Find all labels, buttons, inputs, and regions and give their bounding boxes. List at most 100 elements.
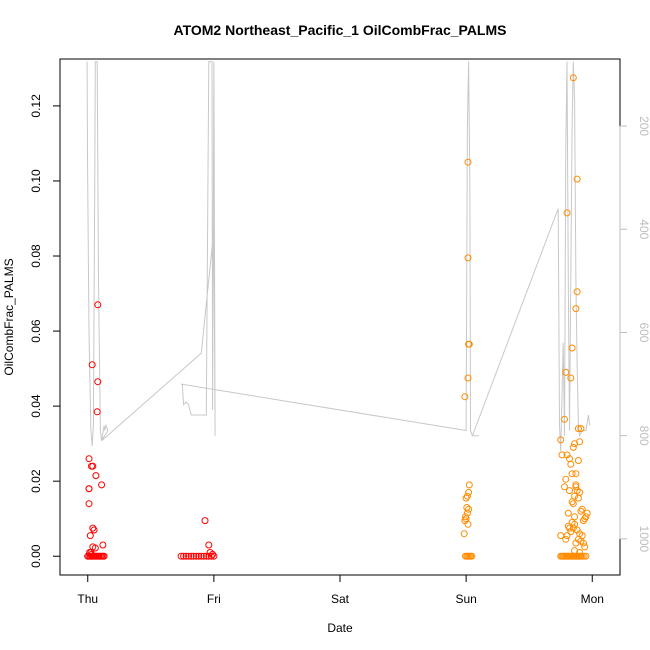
data-point — [90, 526, 98, 534]
right-y-tick-label: 200 — [637, 116, 650, 136]
data-point — [569, 500, 577, 508]
x-axis-label: Date — [327, 621, 353, 635]
data-point — [190, 552, 198, 560]
data-point — [465, 340, 473, 348]
data-point — [574, 457, 582, 464]
data-point — [192, 552, 200, 560]
x-axis: Thu Fri Sat Sun Mon — [77, 575, 604, 606]
data-point — [581, 515, 589, 523]
data-point — [568, 344, 576, 352]
data-point — [85, 455, 93, 463]
x-tick-label: Fri — [207, 592, 221, 606]
data-point — [463, 509, 471, 517]
data-point — [99, 541, 107, 549]
data-point — [576, 438, 584, 446]
right-y-tick-label: 800 — [637, 426, 650, 446]
data-point — [582, 513, 590, 521]
x-tick-label: Mon — [581, 592, 604, 606]
data-point — [563, 532, 571, 540]
data-points — [84, 74, 591, 560]
y-axis-label: OilCombFrac_PALMS — [2, 258, 16, 375]
data-point — [568, 470, 576, 478]
data-point — [563, 209, 571, 217]
data-point — [572, 481, 580, 489]
data-point — [562, 535, 570, 543]
data-point — [567, 374, 575, 382]
right-y-tick-label: 1000 — [637, 526, 650, 553]
data-point — [561, 415, 568, 423]
data-point — [572, 305, 580, 313]
data-point — [572, 483, 580, 491]
data-point — [573, 288, 581, 296]
data-point — [195, 552, 203, 560]
data-point — [564, 509, 572, 517]
data-point — [464, 374, 472, 382]
data-point — [583, 509, 591, 517]
data-point — [94, 301, 102, 309]
data-point — [568, 498, 576, 506]
data-point — [574, 494, 582, 502]
data-point — [202, 552, 210, 560]
x-tick-label: Sat — [331, 592, 350, 606]
data-point — [574, 425, 582, 433]
data-point — [577, 425, 585, 433]
data-point — [460, 530, 468, 538]
data-point — [557, 436, 565, 444]
y-tick-label: 0.04 — [29, 394, 43, 418]
data-point — [85, 485, 93, 493]
data-point — [187, 552, 195, 560]
data-point — [464, 158, 472, 166]
data-point — [180, 552, 188, 560]
data-point — [94, 378, 102, 386]
data-point — [98, 481, 106, 489]
data-point — [200, 552, 208, 560]
y-tick-label: 0.06 — [29, 319, 43, 343]
data-point — [185, 552, 193, 560]
data-point — [89, 524, 97, 532]
data-point — [579, 539, 587, 547]
data-point — [210, 552, 218, 560]
right-y-axis: 200 400 600 800 1000 — [619, 116, 650, 553]
data-point — [576, 549, 584, 556]
data-point — [197, 552, 205, 560]
data-point — [87, 549, 95, 556]
data-point — [577, 507, 585, 515]
data-point — [558, 451, 566, 459]
data-point — [182, 552, 190, 560]
data-point — [571, 520, 579, 528]
data-point — [465, 488, 473, 496]
data-point — [209, 550, 217, 558]
data-point — [465, 505, 473, 513]
data-point — [562, 368, 570, 376]
data-point — [582, 552, 590, 560]
depth-trace-line — [86, 61, 591, 452]
data-point — [578, 505, 586, 513]
data-point — [561, 483, 568, 491]
y-tick-label: 0.00 — [29, 544, 43, 568]
data-point — [566, 487, 573, 495]
data-point — [569, 443, 577, 451]
data-point — [461, 393, 469, 401]
data-point — [100, 552, 108, 560]
data-point — [581, 543, 589, 551]
data-point — [569, 74, 577, 82]
plot-frame — [59, 58, 621, 576]
x-tick-label: Thu — [77, 592, 98, 606]
data-point — [567, 460, 575, 468]
y-tick-label: 0.10 — [29, 169, 43, 193]
data-point — [88, 361, 96, 369]
y-tick-label: 0.02 — [29, 469, 43, 493]
right-y-tick-label: 600 — [637, 322, 650, 342]
data-point — [205, 541, 213, 549]
data-point — [571, 492, 579, 500]
data-point — [93, 408, 101, 416]
data-point — [207, 552, 215, 560]
y-tick-label: 0.08 — [29, 244, 43, 268]
y-tick-label: 0.12 — [29, 94, 43, 118]
data-point — [562, 475, 570, 483]
data-point — [463, 492, 471, 500]
data-point — [578, 532, 586, 540]
x-tick-label: Sun — [455, 592, 476, 606]
data-point — [92, 472, 100, 480]
